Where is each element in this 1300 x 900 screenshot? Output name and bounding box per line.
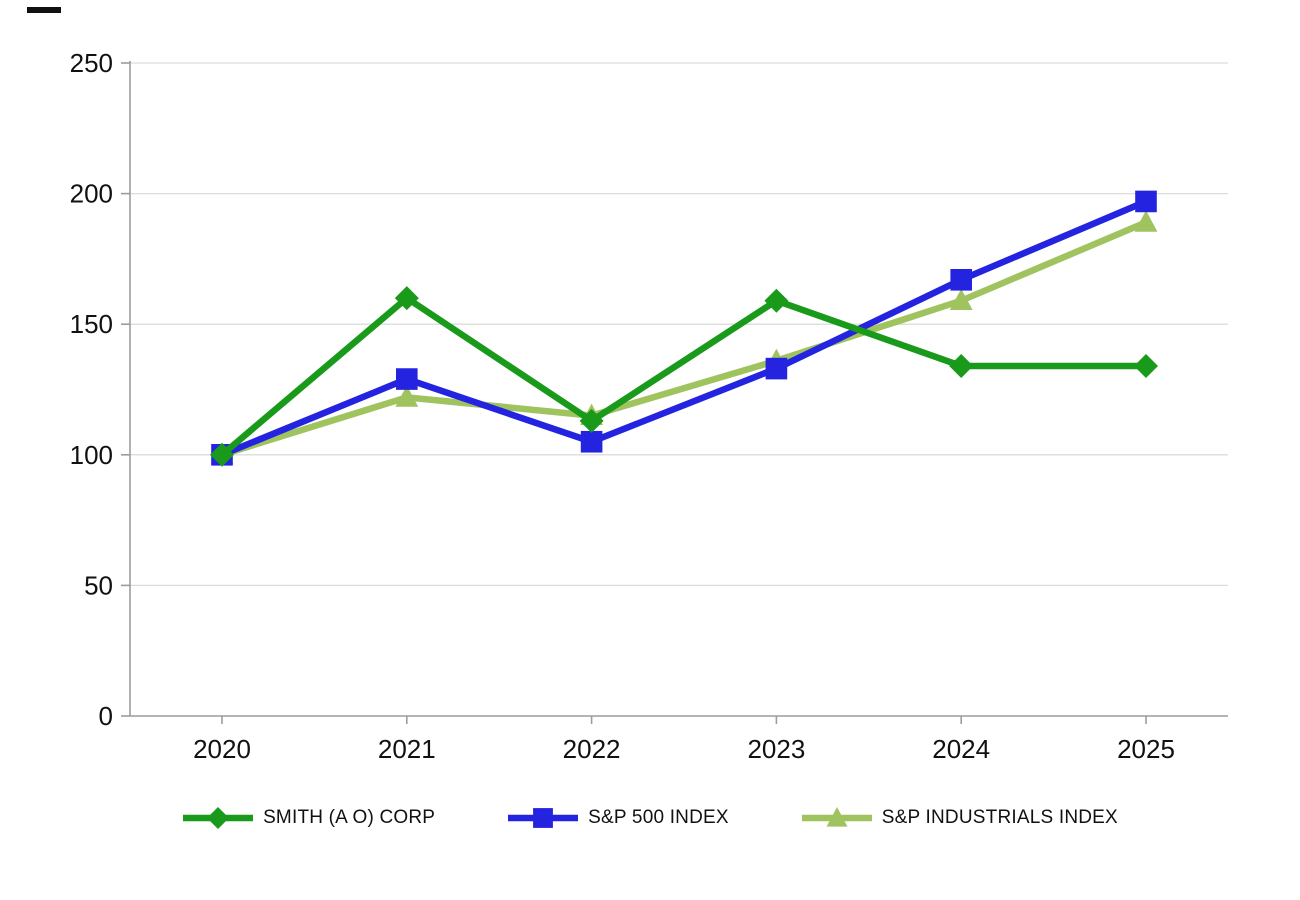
series-marker-s-p-500-index [396, 368, 418, 390]
y-tick-label-50: 50 [84, 570, 113, 600]
y-tick-label-100: 100 [70, 440, 113, 470]
series-marker-s-p-industrials-index [1134, 210, 1158, 232]
y-tick-label-250: 250 [70, 48, 113, 78]
legend-label: S&P 500 INDEX [588, 807, 729, 828]
x-tick-label-2024: 2024 [932, 734, 990, 764]
x-tick-label-2022: 2022 [563, 734, 621, 764]
legend-label: S&P INDUSTRIALS INDEX [881, 807, 1118, 828]
legend-swatch-triangle-icon [801, 807, 872, 827]
y-tick-label-200: 200 [70, 179, 113, 209]
x-tick-label-2023: 2023 [747, 734, 805, 764]
x-tick-label-2025: 2025 [1117, 734, 1175, 764]
series-marker-smith-a-o-corp [949, 353, 974, 378]
chart-legend: SMITH (A O) CORP S&P 500 INDEX S&P INDUSTR… [0, 796, 1300, 840]
series-marker-smith-a-o-corp [579, 408, 604, 433]
legend-item-s-p-industrials-index: S&P INDUSTRIALS INDEX [801, 803, 1118, 833]
series-marker-s-p-500-index [765, 357, 788, 380]
legend-item-smith-a-o-corp: SMITH (A O) CORP [182, 803, 435, 833]
series-marker-s-p-500-index [1135, 190, 1157, 213]
legend-swatch-diamond-icon [183, 807, 254, 829]
x-tick-label-2020: 2020 [193, 734, 251, 764]
series-marker-smith-a-o-corp [394, 286, 419, 311]
series-line-smith-a-o-corp [218, 294, 1150, 459]
legend-swatch-square-icon [508, 808, 579, 828]
series-marker-s-p-industrials-index [395, 385, 419, 407]
series-line-s-p-industrials-index [218, 219, 1150, 459]
y-tick-label-0: 0 [99, 701, 113, 731]
series-marker-smith-a-o-corp [1134, 353, 1158, 378]
legend-item-s-p-500-index: S&P 500 INDEX [507, 803, 729, 833]
page-corner-mark [27, 7, 61, 13]
legend-label: SMITH (A O) CORP [263, 807, 436, 828]
series-marker-s-p-industrials-index [949, 288, 973, 311]
series-marker-s-p-500-index [950, 268, 972, 291]
series-marker-smith-a-o-corp [210, 442, 234, 467]
y-tick-label-150: 150 [70, 309, 113, 339]
x-tick-label-2021: 2021 [378, 734, 436, 764]
stock-performance-line-chart: 0 50 100 150 200 250 2020 2021 2022 2023 2024 2025 [70, 48, 1228, 764]
series-line-s-p-500-index [218, 198, 1150, 459]
series-marker-smith-a-o-corp [764, 288, 789, 313]
series-marker-s-p-500-index [580, 430, 603, 453]
